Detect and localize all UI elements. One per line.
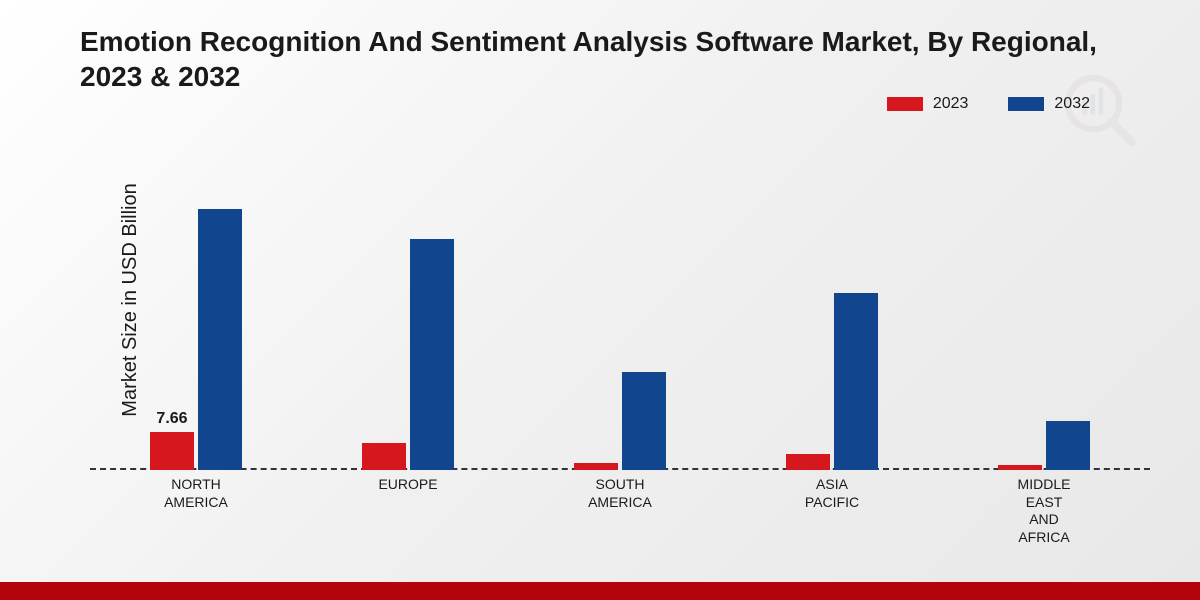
bar-2032 [834,293,878,470]
bar-2023: 7.66 [150,432,194,470]
chart-title: Emotion Recognition And Sentiment Analys… [80,24,1120,94]
x-axis-category-label: ASIA PACIFIC [762,476,902,511]
bar-value-label: 7.66 [156,410,187,428]
legend-item-2032: 2032 [1008,95,1090,113]
bar-2032 [198,209,242,470]
bar-group [984,421,1104,470]
bar-2023 [786,454,830,470]
legend-label-2032: 2032 [1054,95,1090,113]
legend-label-2023: 2023 [933,95,969,113]
bar-2023 [998,465,1042,470]
bar-2023 [574,463,618,470]
bar-2023 [362,443,406,470]
bar-2032 [622,372,666,470]
bar-2032 [1046,421,1090,470]
legend: 2023 2032 [887,95,1090,113]
plot-area: 7.66 [90,150,1150,470]
bar-group: 7.66 [136,209,256,470]
bar-group [772,293,892,470]
legend-item-2023: 2023 [887,95,969,113]
footer-accent-bar [0,582,1200,600]
x-axis-category-label: MIDDLE EAST AND AFRICA [974,476,1114,546]
x-axis-category-label: EUROPE [338,476,478,494]
x-axis-category-label: NORTH AMERICA [126,476,266,511]
legend-swatch-2032 [1008,97,1044,111]
bar-group [560,372,680,470]
x-axis-labels: NORTH AMERICA EUROPE SOUTH AMERICA ASIA PAC… [90,476,1150,564]
x-axis-category-label: SOUTH AMERICA [550,476,690,511]
bar-group [348,239,468,470]
legend-swatch-2023 [887,97,923,111]
bar-2032 [410,239,454,470]
